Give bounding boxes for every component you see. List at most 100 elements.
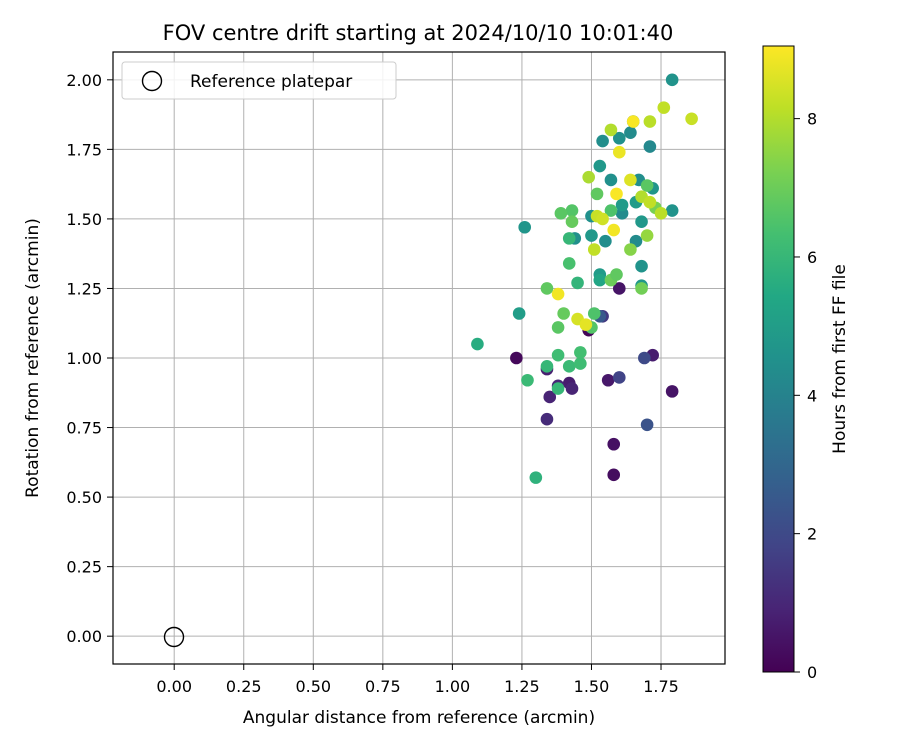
data-point <box>624 126 637 139</box>
x-tick-label: 0.25 <box>226 677 262 696</box>
data-point <box>604 204 618 217</box>
y-tick-label: 1.25 <box>66 279 102 298</box>
data-point <box>565 204 579 217</box>
x-tick-label: 1.00 <box>435 677 471 696</box>
colorbar-tick-label: 2 <box>807 525 817 544</box>
data-point <box>529 471 543 484</box>
legend: Reference platepar <box>121 61 397 100</box>
data-point <box>579 318 593 331</box>
data-point <box>571 276 584 290</box>
data-point <box>612 371 626 384</box>
y-tick-label: 1.75 <box>66 140 102 159</box>
x-tick-label: 0.75 <box>365 677 401 696</box>
data-point <box>562 360 576 373</box>
data-point <box>604 173 618 187</box>
data-point <box>540 282 554 295</box>
data-point <box>610 187 623 201</box>
data-point <box>599 234 612 248</box>
x-tick-label: 1.75 <box>643 677 679 696</box>
data-point <box>585 229 598 242</box>
data-point <box>638 351 651 365</box>
data-point <box>612 282 626 295</box>
data-point <box>610 268 623 281</box>
data-point <box>562 257 576 270</box>
x-tick-label: 0.50 <box>295 677 331 696</box>
data-point <box>685 112 698 126</box>
x-tick-label: 0.00 <box>156 677 192 696</box>
data-point <box>521 373 534 387</box>
data-point <box>643 195 657 209</box>
y-tick-label: 0.00 <box>66 627 102 646</box>
data-point <box>607 437 621 451</box>
chart-title: FOV centre drift starting at 2024/10/10 … <box>163 21 674 45</box>
data-point <box>657 101 671 114</box>
data-point <box>551 287 565 301</box>
y-tick-label: 0.75 <box>66 419 102 438</box>
data-point <box>654 207 668 220</box>
y-tick-label: 1.00 <box>66 349 102 368</box>
y-tick-label: 0.25 <box>66 558 102 577</box>
data-point <box>471 337 484 351</box>
data-point <box>624 173 637 187</box>
data-point <box>557 307 570 320</box>
grid-lines <box>113 52 725 664</box>
colorbar-tick-label: 4 <box>807 386 817 405</box>
reference-platepar-marker <box>163 626 185 648</box>
data-point <box>593 273 607 287</box>
data-point <box>612 131 626 145</box>
x-tick-label: 1.25 <box>504 677 540 696</box>
data-point <box>540 360 554 373</box>
data-point <box>665 204 679 217</box>
data-point <box>543 390 557 404</box>
data-point <box>635 259 648 273</box>
colorbar <box>762 45 795 673</box>
data-point <box>607 468 621 482</box>
x-axis-label: Angular distance from reference (arcmin) <box>243 708 595 728</box>
x-axis-ticks: 0.00 0.25 0.50 0.75 1.00 1.25 1.50 1.75 <box>156 664 679 696</box>
data-point <box>587 243 601 256</box>
legend-box <box>121 61 397 100</box>
data-point <box>593 159 607 173</box>
data-point <box>665 385 679 398</box>
legend-entry-reference: Reference platepar <box>190 72 352 92</box>
data-point <box>626 115 640 128</box>
y-tick-label: 2.00 <box>66 71 102 90</box>
data-point <box>554 207 568 220</box>
data-point <box>565 382 579 395</box>
data-point <box>590 187 604 201</box>
data-point <box>512 307 526 320</box>
data-point <box>551 348 565 362</box>
data-point <box>574 346 587 359</box>
y-tick-label: 0.50 <box>66 488 102 507</box>
data-point <box>607 223 621 237</box>
colorbar-label: Hours from first FF file <box>830 264 850 454</box>
data-point <box>587 307 601 320</box>
data-point <box>596 134 609 148</box>
colorbar-tick-label: 8 <box>807 110 817 129</box>
y-tick-label: 1.50 <box>66 210 102 229</box>
y-axis-ticks: 0.00 0.25 0.50 0.75 1.00 1.25 1.50 1.75 2.00 <box>66 71 113 646</box>
colorbar-tick-label: 0 <box>807 663 817 682</box>
data-point <box>604 123 618 137</box>
data-point <box>640 179 654 192</box>
data-point <box>540 412 554 426</box>
data-point <box>562 232 576 245</box>
data-point <box>665 73 679 87</box>
data-point <box>518 220 532 234</box>
data-point <box>635 282 648 295</box>
y-axis-label: Rotation from reference (arcmin) <box>23 218 43 498</box>
data-point <box>510 351 523 365</box>
data-point <box>643 115 657 128</box>
x-tick-label: 1.50 <box>574 677 610 696</box>
data-point <box>551 382 565 395</box>
data-point <box>574 357 587 370</box>
data-point <box>640 418 654 432</box>
data-point <box>601 373 615 387</box>
data-point <box>635 215 648 228</box>
data-point <box>582 170 595 184</box>
data-point <box>643 140 657 153</box>
data-point <box>596 212 609 226</box>
legend-marker-icon <box>141 70 163 92</box>
scatter-points <box>471 73 698 484</box>
